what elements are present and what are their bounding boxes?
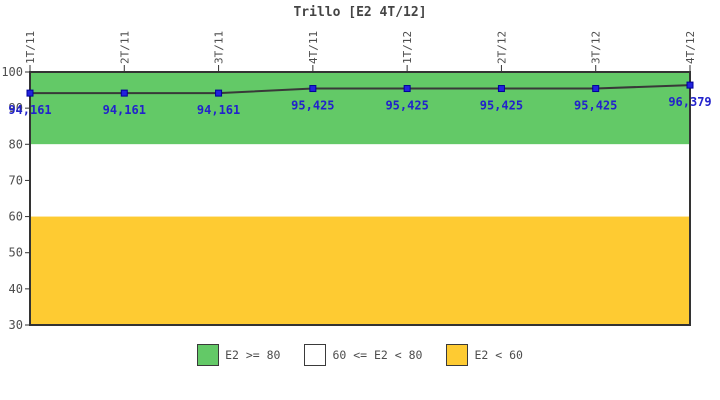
y-tick-label: 60 <box>9 210 23 224</box>
series-line <box>30 84 691 95</box>
y-tick-label: 90 <box>9 101 23 115</box>
data-point-label: 94,161 <box>197 103 240 117</box>
legend-swatch-green <box>197 344 220 366</box>
legend: E2 >= 80 60 <= E2 < 80 E2 < 60 <box>0 344 720 366</box>
data-point <box>26 89 34 97</box>
legend-swatch-yellow <box>446 344 469 366</box>
data-point-label: 96,379 <box>668 95 711 109</box>
data-point-label: 95,425 <box>291 99 334 113</box>
data-point-label: 95,425 <box>480 99 523 113</box>
legend-item-white: 60 <= E2 < 80 <box>304 344 422 366</box>
x-tick-label: 1T/12 <box>401 31 414 64</box>
y-tick-label: 30 <box>9 318 23 332</box>
legend-swatch-white <box>304 344 327 366</box>
threshold-band <box>30 216 690 325</box>
data-point-label: 94,161 <box>8 103 51 117</box>
x-tick-label: 2T/11 <box>118 31 131 64</box>
data-point <box>592 85 600 93</box>
threshold-band <box>30 72 690 145</box>
x-tick-label: 4T/11 <box>307 31 320 64</box>
data-point-label: 95,425 <box>385 99 428 113</box>
x-tick-label: 4T/12 <box>684 31 697 64</box>
y-tick-label: 100 <box>1 65 23 79</box>
legend-item-yellow: E2 < 60 <box>446 344 523 366</box>
x-tick-label: 1T/11 <box>24 31 37 64</box>
legend-label-white: 60 <= E2 < 80 <box>332 348 423 362</box>
data-point <box>686 81 694 89</box>
y-tick-label: 80 <box>9 137 23 151</box>
data-point <box>497 85 505 93</box>
x-tick-label: 3T/11 <box>213 31 226 64</box>
y-tick-label: 40 <box>9 282 23 296</box>
x-tick-label: 3T/12 <box>590 31 603 64</box>
threshold-band <box>30 144 690 217</box>
legend-label-yellow: E2 < 60 <box>474 348 523 362</box>
chart-title: Trillo [E2 4T/12] <box>293 5 427 20</box>
data-point <box>309 85 317 93</box>
data-point <box>403 85 411 93</box>
data-point <box>120 89 128 97</box>
legend-label-green: E2 >= 80 <box>225 348 281 362</box>
x-tick-label: 2T/12 <box>495 31 508 64</box>
data-point-label: 95,425 <box>574 99 617 113</box>
data-point-label: 94,161 <box>103 103 146 117</box>
plot-border <box>29 71 691 326</box>
data-point <box>215 89 223 97</box>
y-tick-label: 70 <box>9 173 23 187</box>
y-tick-label: 50 <box>9 246 23 260</box>
legend-item-green: E2 >= 80 <box>197 344 280 366</box>
